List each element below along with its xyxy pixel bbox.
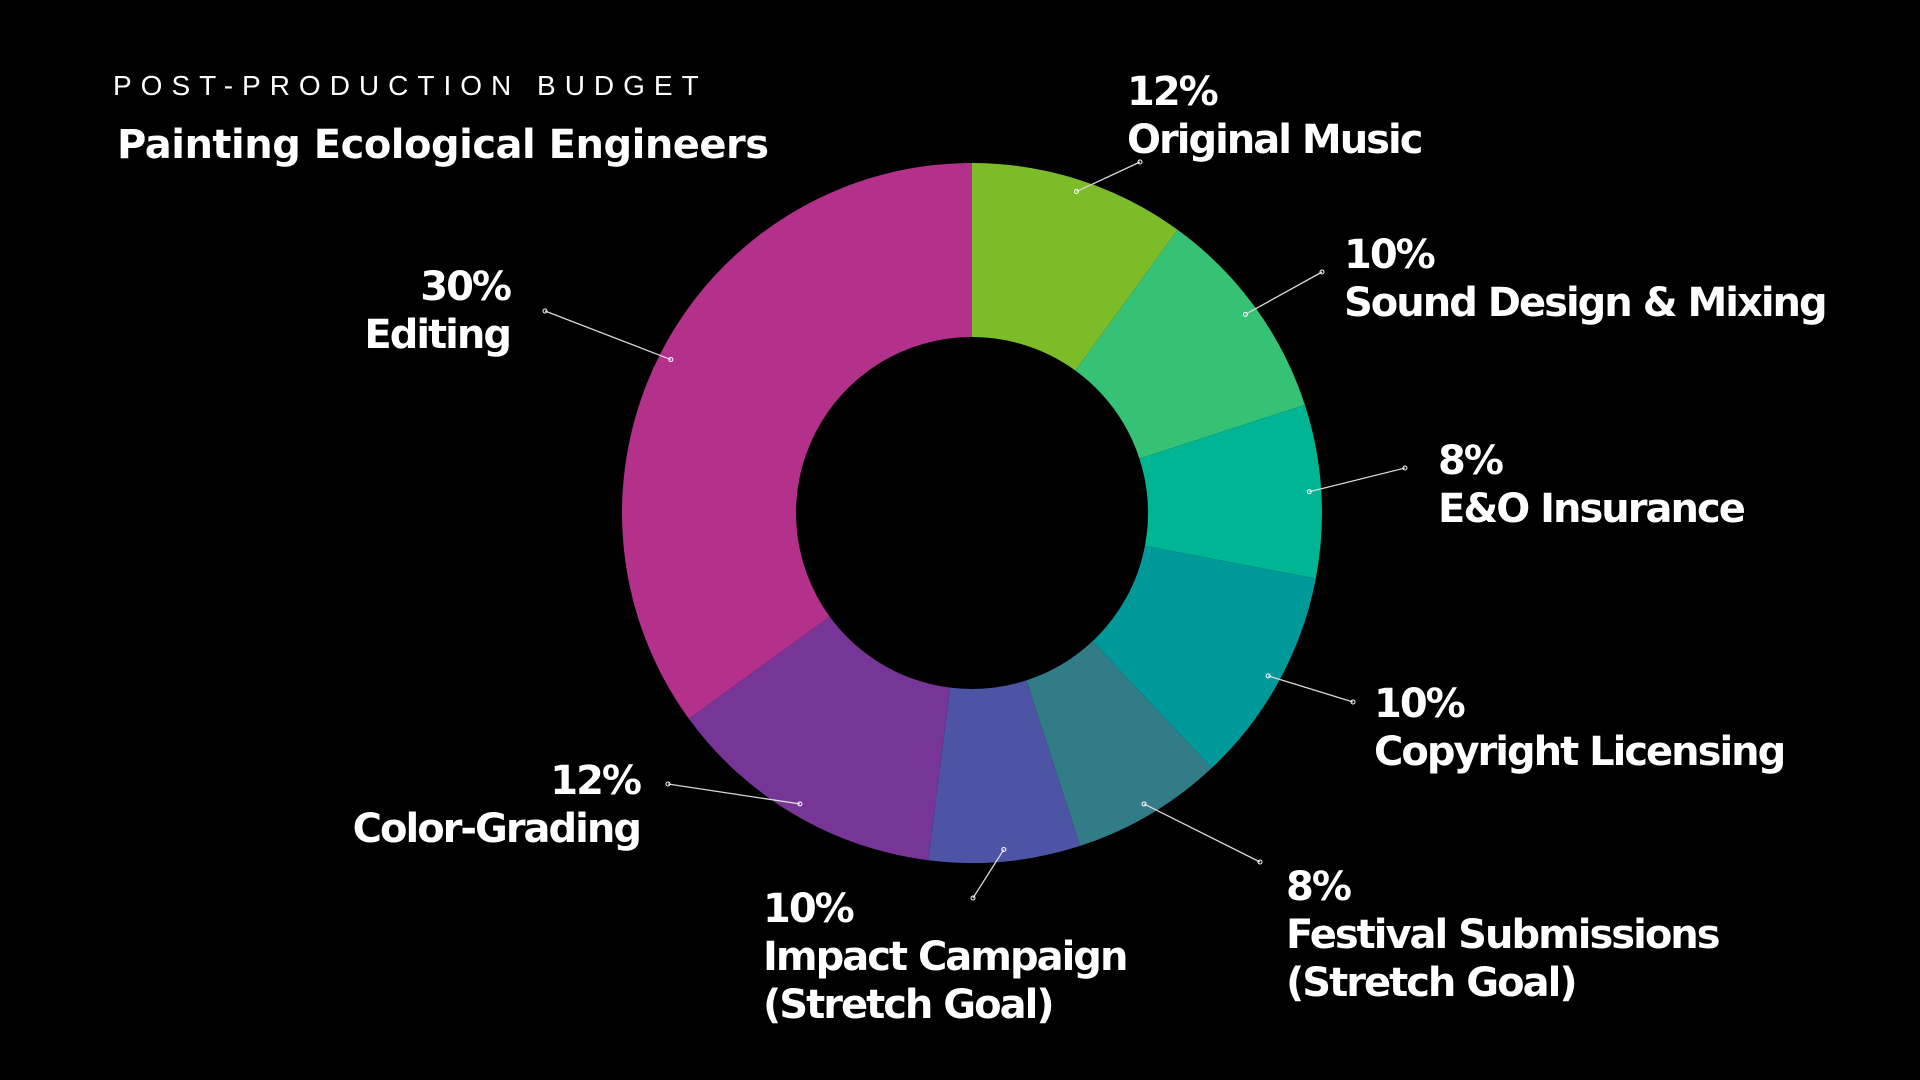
- slice-name-label: (Stretch Goal): [1286, 960, 1576, 1006]
- leader-dot: [1257, 859, 1263, 865]
- leader-lines: [542, 159, 1408, 901]
- slice-percent-label: 8%: [1286, 864, 1351, 910]
- donut-slice: [1026, 641, 1212, 846]
- leader-dot: [665, 781, 671, 787]
- chart-title: Painting Ecological Engineers: [117, 122, 769, 168]
- leader-line: [972, 849, 1005, 899]
- donut-slice: [622, 163, 972, 719]
- leader-dot: [1001, 846, 1007, 852]
- slice-name-label: Color-Grading: [353, 806, 640, 852]
- leader-dot: [1402, 465, 1408, 471]
- leader-dot: [797, 801, 803, 807]
- leader-dot: [1137, 159, 1143, 165]
- slice-name-label: Original Music: [1127, 117, 1422, 163]
- leader-dot: [970, 895, 976, 901]
- donut-slices: [622, 163, 1322, 863]
- leader-dot: [668, 357, 674, 363]
- donut-slice: [1075, 229, 1305, 459]
- leader-dot: [1242, 311, 1248, 317]
- leader-dot: [1350, 699, 1356, 705]
- donut-slice: [972, 163, 1178, 371]
- leader-line: [1076, 161, 1141, 193]
- donut-slice: [1139, 404, 1322, 579]
- slice-name-label: Editing: [364, 312, 510, 358]
- slice-percent-label: 10%: [763, 886, 854, 932]
- slice-name-label: E&O Insurance: [1438, 486, 1745, 532]
- slice-name-label: Impact Campaign: [763, 934, 1126, 980]
- slice-name-label: Copyright Licensing: [1374, 729, 1784, 775]
- donut-slice: [928, 680, 1081, 863]
- leader-dot: [1141, 801, 1147, 807]
- slice-percent-label: 30%: [420, 264, 511, 310]
- leader-line: [1309, 467, 1406, 493]
- donut-slice: [688, 616, 950, 861]
- leader-line: [1268, 675, 1354, 703]
- leader-dot: [1073, 189, 1079, 195]
- slice-name-label: Festival Submissions: [1286, 912, 1719, 958]
- leader-dot: [1265, 673, 1271, 679]
- leader-line: [667, 783, 801, 805]
- slice-percent-label: 12%: [1127, 69, 1218, 115]
- slice-percent-label: 12%: [550, 758, 641, 804]
- donut-slice: [1092, 545, 1316, 769]
- leader-dot: [542, 308, 548, 314]
- leader-dot: [1319, 269, 1325, 275]
- slice-name-label: Sound Design & Mixing: [1344, 280, 1826, 326]
- chart-kicker: POST-PRODUCTION BUDGET: [113, 70, 708, 101]
- leader-line: [1245, 271, 1323, 315]
- slice-percent-label: 8%: [1438, 438, 1503, 484]
- slice-percent-label: 10%: [1344, 232, 1435, 278]
- leader-dot: [1306, 489, 1312, 495]
- slice-percent-label: 10%: [1374, 681, 1465, 727]
- slice-name-label: (Stretch Goal): [763, 982, 1053, 1028]
- leader-line: [544, 310, 672, 361]
- leader-line: [1143, 803, 1261, 863]
